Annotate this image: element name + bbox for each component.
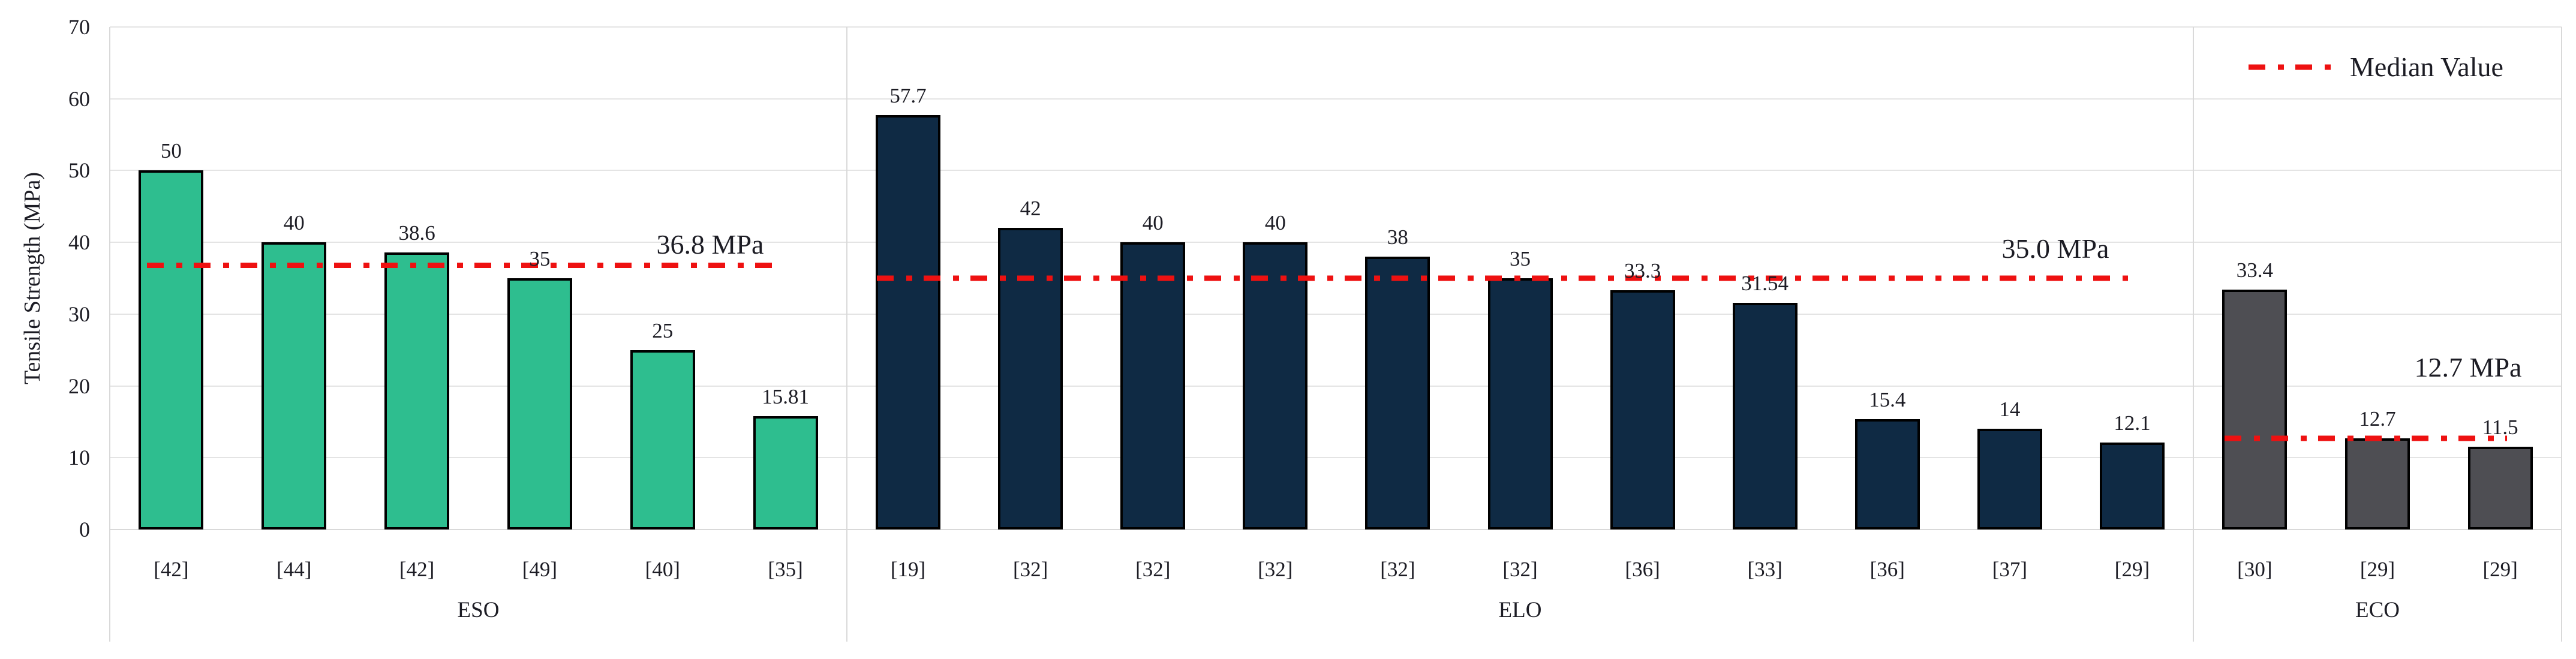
bar [139, 170, 204, 529]
bar-value-label: 31.54 [1741, 272, 1789, 296]
legend-label: Median Value [2350, 52, 2503, 82]
y-tick-label: 60 [68, 86, 90, 111]
gridline [110, 385, 2562, 387]
plot-right-border [2561, 27, 2562, 642]
median-value-label: 36.8 MPa [656, 229, 764, 260]
bar [1854, 419, 1920, 529]
bar-ref-label: [32] [1012, 558, 1048, 581]
bar-ref-label: [36] [1625, 558, 1660, 581]
bar-value-label: 40 [283, 211, 305, 235]
bar-value-label: 33.4 [2236, 258, 2273, 282]
bar-value-label: 25 [652, 318, 674, 342]
bar-ref-label: [42] [154, 558, 189, 581]
gridline [110, 242, 2562, 243]
bar-ref-label: [42] [399, 558, 435, 581]
gridline [110, 26, 2562, 28]
y-tick-label: 70 [68, 15, 90, 39]
bar [876, 115, 941, 529]
median-value-label: 12.7 MPa [2414, 352, 2522, 383]
bar-value-label: 40 [1264, 211, 1286, 235]
bar [384, 252, 450, 529]
bar-ref-label: [29] [2359, 558, 2395, 581]
y-tick-label: 10 [68, 446, 90, 470]
bar-value-label: 38.6 [398, 221, 435, 245]
bar [507, 278, 572, 529]
bar-value-label: 12.7 [2359, 407, 2396, 431]
bar [1243, 242, 1308, 529]
bar-value-label: 35 [529, 247, 551, 270]
bar [261, 242, 327, 529]
bar-ref-label: [32] [1502, 558, 1538, 581]
bar-value-label: 50 [160, 139, 182, 163]
bar-ref-label: [40] [645, 558, 680, 581]
bar-value-label: 12.1 [2114, 411, 2151, 435]
bar-value-label: 14 [1999, 398, 2021, 422]
bar [753, 416, 818, 529]
bar-value-label: 15.81 [762, 384, 809, 408]
bar-ref-label: [35] [768, 558, 803, 581]
bar-value-label: 57.7 [889, 84, 927, 108]
group-divider [846, 27, 847, 642]
bar-value-label: 38 [1387, 225, 1408, 249]
bar-ref-label: [29] [2482, 558, 2518, 581]
y-tick-label: 40 [68, 230, 90, 255]
bar-value-label: 40 [1142, 211, 1164, 235]
bar-ref-label: [37] [1992, 558, 2028, 581]
bar-value-label: 11.5 [2482, 416, 2518, 440]
bar-ref-label: [30] [2237, 558, 2273, 581]
gridline [110, 170, 2562, 171]
y-tick-label: 0 [79, 517, 90, 541]
bar-ref-label: [49] [522, 558, 558, 581]
median-value-label: 35.0 MPa [2001, 233, 2109, 264]
bar [1610, 290, 1675, 529]
bar [1732, 303, 1798, 529]
bar [1365, 257, 1430, 529]
bar [2345, 438, 2410, 529]
gridline [110, 98, 2562, 100]
group-divider [2193, 27, 2194, 642]
bar-value-label: 42 [1020, 197, 1041, 221]
gridline [110, 457, 2562, 459]
bar-ref-label: [19] [890, 558, 926, 581]
bar-ref-label: [44] [276, 558, 312, 581]
group-label: ECO [2355, 598, 2400, 622]
y-tick-label: 50 [68, 158, 90, 183]
x-axis-line [110, 529, 2562, 530]
y-tick-label: 20 [68, 374, 90, 398]
bar-value-label: 35 [1510, 247, 1531, 270]
bar-ref-label: [29] [2114, 558, 2150, 581]
plot-left-border [109, 27, 110, 642]
bar-ref-label: [32] [1380, 558, 1415, 581]
bar [2222, 290, 2288, 529]
bar [2467, 447, 2533, 529]
bar-ref-label: [32] [1135, 558, 1171, 581]
bar-value-label: 33.3 [1624, 259, 1661, 283]
bar-ref-label: [33] [1747, 558, 1783, 581]
group-label: ESO [457, 598, 500, 622]
bar-ref-label: [32] [1258, 558, 1293, 581]
bar-value-label: 15.4 [1869, 387, 1906, 411]
bar [630, 350, 695, 529]
bar [2099, 443, 2165, 529]
gridline [110, 313, 2562, 315]
bar [1487, 278, 1553, 529]
bar-ref-label: [36] [1869, 558, 1905, 581]
group-label: ELO [1498, 598, 1542, 622]
bar [1120, 242, 1186, 529]
y-tick-label: 30 [68, 302, 90, 326]
bar [1977, 429, 2042, 529]
